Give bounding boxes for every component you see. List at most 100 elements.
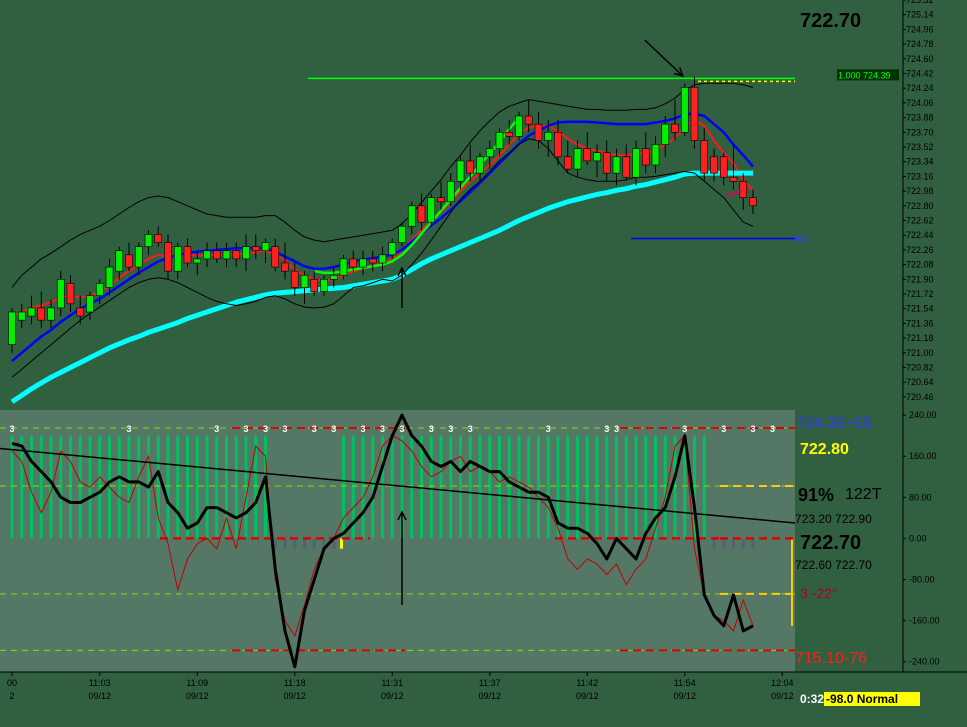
candle-bull (398, 225, 406, 243)
fib-level-label-bg (837, 69, 899, 81)
lower-band-line (11, 138, 754, 378)
bar-count-label: 3 (214, 424, 219, 434)
candle-bull (544, 132, 553, 141)
osc-tick-label: 0.00 (909, 533, 927, 543)
candle-bull (427, 197, 436, 223)
candle-bull (242, 246, 250, 260)
candle-bear (583, 148, 592, 162)
time-tick-label: 11:18 (284, 678, 306, 688)
osc-axis-background (903, 410, 967, 672)
candle-bull (612, 156, 621, 174)
candle-bull (86, 295, 94, 313)
bar-count-label: 3 (750, 424, 755, 434)
price-tick-label: 722.26 (906, 245, 934, 255)
candle-bull (8, 311, 16, 345)
price-tick-label: 724.78 (906, 39, 934, 49)
price-tick-label: 723.70 (906, 127, 934, 137)
candle-bear (310, 279, 319, 292)
candle-bull (27, 307, 36, 317)
candle-bull (47, 307, 55, 321)
candle-bear (690, 87, 699, 141)
price-tick-label: 723.34 (906, 157, 934, 167)
osc-high-label: 724.30+15 (796, 415, 873, 432)
bar-count-label: 3 (126, 424, 131, 434)
bar-count-label: 3 (282, 424, 287, 434)
price-tick-label: 721.36 (906, 318, 934, 328)
candle-bull (388, 242, 397, 256)
candle-bear (281, 262, 289, 272)
cci-trendline (0, 447, 796, 524)
candle-bear (554, 132, 562, 158)
candle-bull (680, 87, 689, 133)
osc-tick-label: -80.00 (909, 575, 935, 585)
osc-tick-label: -160.00 (909, 616, 940, 626)
price-tick-label: 723.52 (906, 142, 934, 152)
candle-bear (505, 132, 514, 137)
date-tick-label: 09/12 (576, 691, 599, 701)
osc-tick-label: 240.00 (909, 410, 937, 420)
bar-count-label: 3 (360, 424, 365, 434)
bar-count-label: 3 (546, 424, 551, 434)
osc-price-label-2: 722.70 (800, 532, 862, 554)
cyan-ema-line (10, 170, 753, 404)
candle-bear (534, 123, 543, 141)
candle-bear (37, 307, 46, 321)
price-marker (725, 189, 742, 198)
date-tick-label: 09/12 (283, 691, 306, 701)
candle-bear (251, 246, 260, 252)
candle-bull (173, 246, 182, 272)
price-tick-label: 725.14 (906, 10, 934, 20)
time-tick-label: 11:03 (89, 678, 111, 688)
last-price-label: 722.70 (800, 10, 862, 32)
candle-bear (710, 156, 718, 174)
bar-count-label: 3 (331, 424, 336, 434)
candle-bull (593, 152, 601, 162)
bar-count-label: 3 (614, 424, 619, 434)
time-tick-label: 11:09 (186, 678, 208, 688)
upper-band-line (11, 82, 754, 288)
candle-bear (719, 156, 728, 178)
bar-count-label: 3 (682, 424, 687, 434)
candle-bear (212, 250, 221, 260)
candle-bear (349, 258, 358, 268)
bar-count-label: 3 (429, 424, 434, 434)
candle-bull (495, 132, 504, 149)
cci-fast-line (11, 434, 754, 638)
osc-pair-label-1: 723.20 722.90 (795, 512, 872, 526)
time-axis-background (0, 672, 967, 727)
candle-bear (466, 160, 475, 174)
bar-count-label: 3 (770, 424, 775, 434)
status-timer: 0:32 (800, 692, 825, 706)
candle-bull (515, 115, 523, 137)
bar-count-label: 3 (604, 424, 609, 434)
green-trend-line (314, 116, 520, 275)
candle-bull (17, 311, 26, 321)
candle-bear (602, 152, 611, 174)
price-tick-label: 724.96 (906, 24, 934, 34)
price-tick-label: 724.24 (906, 83, 934, 93)
candle-bull (193, 258, 202, 264)
price-panel-background (0, 0, 903, 410)
price-tick-label: 724.60 (906, 54, 934, 64)
candle-bear (700, 140, 709, 174)
candle-bull (378, 254, 387, 264)
price-axis-background (903, 0, 967, 410)
date-tick-label: 09/12 (673, 691, 696, 701)
date-tick-label: 09/12 (478, 691, 501, 701)
candle-bear (368, 258, 377, 264)
date-tick-label: 09/12 (186, 691, 209, 701)
candle-bull (456, 160, 465, 182)
candle-bear (154, 234, 163, 243)
fib-level-label: 1.000 724.39 (838, 70, 891, 80)
bar-count-label: 3 (468, 424, 473, 434)
candle-bear (524, 115, 533, 125)
candle-bear (729, 176, 738, 182)
price-tick-label: 723.88 (906, 113, 934, 123)
price-tick-label: 720.64 (906, 377, 934, 387)
date-tick-label: 2 (9, 691, 14, 701)
candle-bull (329, 274, 338, 280)
candle-bull (56, 279, 65, 309)
down-arrow-annotation (644, 39, 684, 77)
